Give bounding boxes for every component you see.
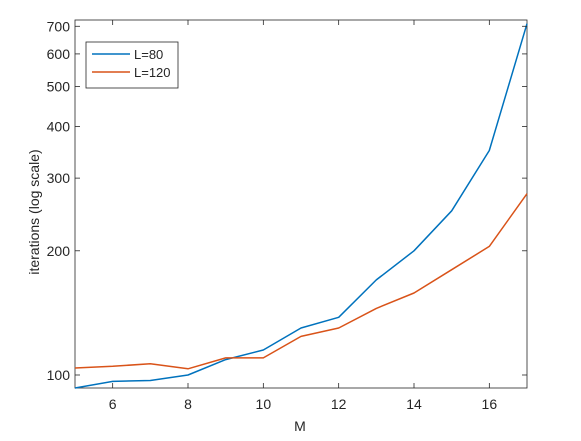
legend-label: L=120 — [134, 65, 171, 80]
legend-box — [85, 41, 179, 89]
series-line-2 — [74, 193, 528, 370]
y-axis: 100 200 300 400 500 600 700 — [47, 18, 527, 383]
y-tick-label: 500 — [47, 79, 71, 95]
y-tick-label: 100 — [47, 367, 71, 383]
x-tick-label: 12 — [331, 396, 347, 412]
y-tick-label: 300 — [47, 170, 71, 186]
series-line-1 — [74, 23, 528, 389]
y-tick-label: 700 — [47, 18, 71, 34]
x-tick-label: 14 — [406, 396, 422, 412]
series-layer — [74, 23, 528, 389]
y-tick-label: 400 — [47, 119, 71, 135]
legend: L=80 L=120 — [85, 41, 179, 89]
y-tick-label: 600 — [47, 46, 71, 62]
y-tick-label: 200 — [47, 243, 71, 259]
x-tick-label: 8 — [184, 396, 192, 412]
x-axis: 6 8 10 12 14 16 — [109, 20, 498, 412]
x-tick-label: 10 — [256, 396, 272, 412]
y-axis-label: iterations (log scale) — [26, 149, 42, 274]
x-axis-label: M — [294, 418, 306, 434]
legend-label: L=80 — [134, 47, 163, 62]
x-tick-label: 16 — [482, 396, 498, 412]
x-tick-label: 6 — [109, 396, 117, 412]
